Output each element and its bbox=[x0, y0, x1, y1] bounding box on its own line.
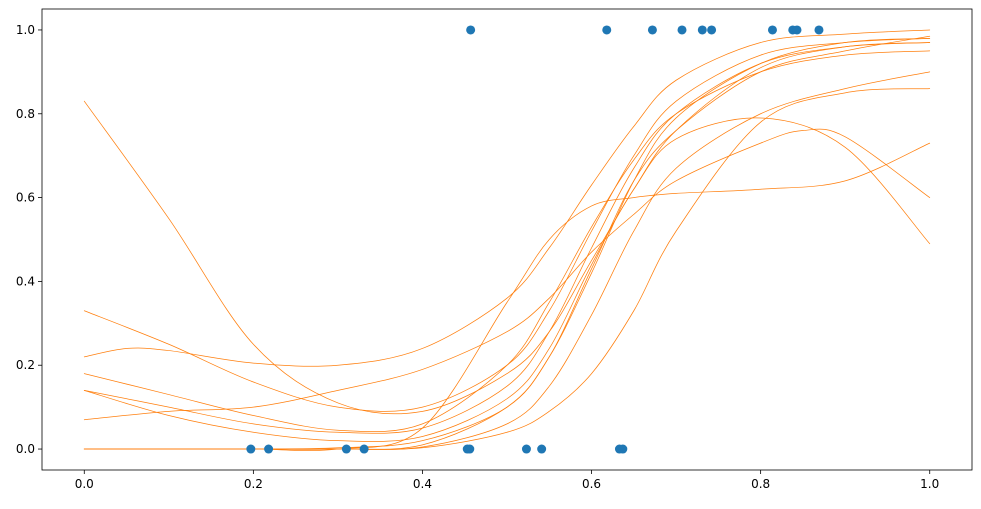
x-tick-label: 0.0 bbox=[75, 477, 94, 491]
y-tick-label: 0.4 bbox=[16, 274, 35, 288]
x-tick-label: 1.0 bbox=[920, 477, 939, 491]
y-tick-label: 0.8 bbox=[16, 107, 35, 121]
x-axis-ticks: 0.0 0.2 0.4 0.6 0.8 1.0 bbox=[75, 470, 939, 491]
data-point bbox=[792, 25, 802, 35]
data-point bbox=[647, 25, 657, 35]
data-point bbox=[465, 444, 475, 454]
data-point bbox=[618, 444, 628, 454]
y-tick-label: 0.6 bbox=[16, 191, 35, 205]
fitted-curve-2 bbox=[83, 29, 931, 367]
data-point bbox=[466, 25, 476, 35]
fitted-curve-7 bbox=[83, 128, 931, 421]
data-point bbox=[814, 25, 824, 35]
x-tick-label: 0.2 bbox=[244, 477, 263, 491]
plot-frame bbox=[41, 8, 973, 471]
y-tick-label: 1.0 bbox=[16, 23, 35, 37]
data-point bbox=[602, 25, 612, 35]
data-point bbox=[264, 444, 274, 454]
points-layer bbox=[246, 25, 824, 454]
plot-background bbox=[42, 9, 972, 470]
y-tick-label: 0.2 bbox=[16, 358, 35, 372]
fitted-curve-3 bbox=[83, 37, 931, 412]
data-point bbox=[537, 444, 547, 454]
data-point bbox=[246, 444, 256, 454]
x-tick-label: 0.6 bbox=[582, 477, 601, 491]
data-point bbox=[359, 444, 369, 454]
y-tick-label: 0.0 bbox=[16, 442, 35, 456]
x-tick-label: 0.4 bbox=[413, 477, 432, 491]
x-tick-label: 0.8 bbox=[751, 477, 770, 491]
data-point bbox=[521, 444, 531, 454]
fitted-curve-6 bbox=[83, 117, 931, 442]
data-point bbox=[767, 25, 777, 35]
data-point bbox=[677, 25, 687, 35]
data-point bbox=[707, 25, 717, 35]
fitted-curve-1 bbox=[83, 42, 931, 415]
data-point bbox=[341, 444, 351, 454]
data-point bbox=[697, 25, 707, 35]
y-axis-ticks: 0.0 0.2 0.4 0.6 0.8 1.0 bbox=[16, 23, 42, 456]
